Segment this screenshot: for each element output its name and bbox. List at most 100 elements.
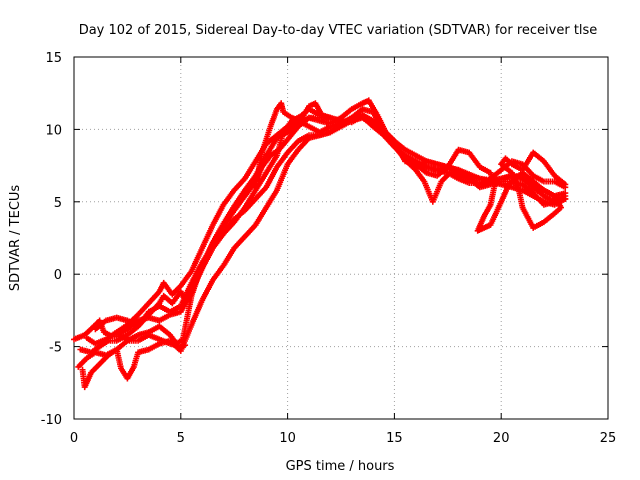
series-marker-run [519,161,535,178]
series-marker-run [113,333,129,344]
y-axis-label: SDTVAR / TECUs [8,185,23,292]
series-marker-run [231,206,247,226]
series-marker-run [412,152,428,164]
series-track-2 [75,113,569,370]
series-marker-run [359,113,375,125]
series-marker-run [241,160,258,182]
axis-ticks: 0 5 10 15 20 25 -10 -5 0 5 10 15 [41,51,617,446]
series-marker-run [135,301,151,318]
series-marker-run [231,177,247,194]
series-marker-run [209,203,226,228]
series-marker-run [103,315,118,324]
series-marker-run [81,323,97,338]
series-marker-run [156,323,172,337]
series-marker-run [295,136,311,153]
series-marker [562,190,569,197]
series-marker-run [92,319,102,328]
series-marker-run [105,347,118,359]
series-marker-run [498,159,514,173]
series-marker-run [209,264,226,283]
series-marker-run [530,149,546,163]
series-marker-run [156,303,172,314]
series-marker-run [220,246,237,269]
series-marker-run [96,353,110,367]
series-marker-run [263,154,279,176]
x-axis-label: GPS time / hours [286,459,395,474]
series-marker-run [540,193,556,204]
series-marker-run [498,186,510,205]
series-marker-run [273,151,290,170]
data-series [71,97,569,391]
series-marker-run [553,204,564,215]
series-marker-run [530,172,546,184]
series-marker-run [169,284,183,298]
series-marker-run [103,330,118,343]
series-marker-run [487,200,504,228]
series-marker-run [145,324,161,336]
series-marker-run [482,201,494,218]
series-marker-run [220,188,236,208]
series-marker-run [284,121,300,136]
series-marker-run [113,346,124,370]
series-marker-run [135,333,150,344]
series-marker-run [519,187,535,198]
series-marker-run [263,189,279,211]
series-marker-run [540,158,557,178]
series-marker-run [551,194,567,205]
series-marker-run [83,334,97,346]
y-tick-label: 15 [45,51,62,66]
series-marker-run [145,341,161,353]
x-tick-label: 10 [279,431,296,446]
y-tick-label: 0 [54,268,62,283]
series-marker-run [188,299,205,328]
series-marker-run [551,178,567,190]
series-marker-run [542,210,558,224]
series-marker-run [327,121,343,136]
grid [74,57,608,419]
series-marker-run [130,351,141,370]
series-marker-run [412,158,428,170]
series-marker-run [124,365,136,382]
series-marker-run [209,232,226,252]
y-tick-label: 5 [54,196,62,211]
series-marker-run [487,181,498,206]
series-marker-run [284,139,300,156]
series-marker-run [402,146,417,158]
series-marker-run [259,125,273,156]
series-marker-run [551,172,567,187]
series-marker-run [519,181,535,195]
series-marker-run [380,127,396,143]
series-marker-run [188,267,205,295]
y-tick-label: 10 [45,123,62,138]
series-marker-run [177,323,194,354]
series-marker-run [519,174,535,187]
series-marker-run [252,206,269,228]
series-marker-run [370,119,386,133]
series-marker-run [476,164,492,175]
series-marker-run [312,100,324,117]
series-marker-run [252,185,268,202]
series-marker-run [231,194,247,214]
series-track-3 [79,114,569,391]
series-marker-run [515,186,526,211]
series-marker-run [295,133,311,144]
series-marker-run [231,235,247,252]
series-marker-run [280,109,294,120]
x-tick-label: 20 [493,431,510,446]
y-tick-label: -5 [49,341,62,356]
series-marker-run [402,152,417,164]
x-tick-label: 5 [177,431,185,446]
series-marker-run [530,190,546,207]
series-marker-run [273,163,290,194]
series-marker-run [273,131,286,159]
series-marker-run [88,344,101,356]
series-marker-run [540,187,556,198]
series-marker-run [252,151,265,191]
series-marker-run [88,362,102,376]
series-marker-run [145,290,162,307]
series-marker-run [532,219,547,230]
y-tick-label: -10 [41,413,62,428]
series-marker-run [177,269,194,289]
series-marker-run [380,132,397,149]
